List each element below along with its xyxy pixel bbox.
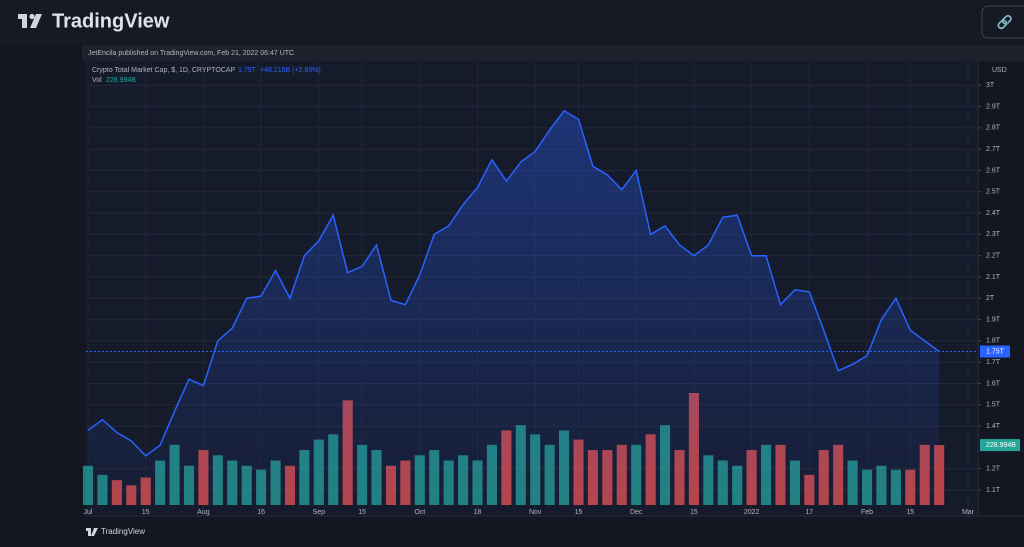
price-line: [87, 109, 940, 457]
x-tick-label: 2022: [744, 509, 760, 516]
last-price-badge-label: 1.75T: [986, 348, 1005, 355]
price-layer: [86, 109, 978, 506]
y-tick-label: 2.8T: [986, 125, 1001, 132]
x-tick-label: Dec: [630, 509, 643, 516]
brand: TradingView: [52, 10, 170, 32]
y-tick-label: 2.7T: [986, 146, 1001, 153]
share-button[interactable]: [981, 5, 1024, 39]
y-tick-label: 1.9T: [986, 316, 1001, 323]
x-tick-label: 15: [575, 509, 583, 516]
x-tick-label: Jul: [84, 509, 93, 516]
x-tick-label: Sep: [313, 509, 326, 516]
footer: [82, 522, 1024, 542]
last-price-badge: [980, 345, 1010, 358]
footer-brand: TradingView: [101, 527, 145, 536]
x-tick-label: Mar: [962, 509, 975, 516]
change: +48.215B (+2.83%): [260, 67, 321, 74]
y-tick-label: 1.8T: [986, 338, 1001, 345]
y-tick-label: 2.9T: [986, 103, 1001, 110]
header-bar: [0, 0, 1024, 44]
y-tick-label: 2.5T: [986, 189, 1001, 196]
y-tick-label: 1.6T: [986, 380, 1001, 387]
y-tick-label: 2.3T: [986, 231, 1001, 238]
y-tick-label: 2.6T: [986, 167, 1001, 174]
x-tick-label: 18: [474, 509, 482, 516]
y-tick-label: 2.4T: [986, 210, 1001, 217]
y-tick-label: 2.1T: [986, 274, 1001, 281]
x-tick-label: 15: [690, 509, 698, 516]
publisher-bar: [82, 45, 1024, 61]
volume-last: 228.994B: [106, 77, 136, 84]
publisher: JetEncila published on TradingView.com, …: [88, 50, 294, 57]
y-tick-label: 1.1T: [986, 487, 1001, 494]
x-tick-label: 15: [358, 509, 366, 516]
link-icon[interactable]: 🔗: [997, 13, 1013, 30]
volume-name: Vol: [92, 77, 102, 84]
x-tick-label: Aug: [197, 509, 210, 516]
y-tick-label: 3T: [986, 82, 995, 89]
y-tick-label: 1.5T: [986, 402, 1001, 409]
y-tick-label: 2T: [986, 295, 995, 302]
x-tick-label: 17: [805, 509, 813, 516]
x-tick-label: Nov: [529, 509, 542, 516]
y-tick-label: 2.2T: [986, 253, 1001, 260]
logo: [18, 13, 42, 28]
currency: USD: [992, 67, 1007, 74]
x-tick-label: 15: [142, 509, 150, 516]
y-tick-label: 1.4T: [986, 423, 1001, 430]
last-price: 1.75T: [238, 67, 257, 74]
volume-badge: [980, 439, 1020, 452]
x-tick-label: Feb: [861, 509, 873, 516]
footer-logo: [86, 528, 98, 536]
y-tick-label: 1.7T: [986, 359, 1001, 366]
y-tick-label: 1.2T: [986, 466, 1001, 473]
area-fill: [88, 110, 940, 506]
x-tick-label: 15: [906, 509, 914, 516]
volume-bar: [934, 445, 945, 505]
axes: 1.1T 1.2T 1.4T 1.5T 1.6T 1.7T 1.8T 1.9T 2T 2.1T 2.…: [84, 82, 1020, 516]
symbol: Crypto Total Market Cap, $, 1D, CRYPTOCA…: [92, 67, 235, 74]
x-tick-label: Oct: [414, 509, 425, 516]
volume-badge-label: 228.994B: [986, 442, 1016, 449]
x-tick-label: 16: [257, 509, 265, 516]
